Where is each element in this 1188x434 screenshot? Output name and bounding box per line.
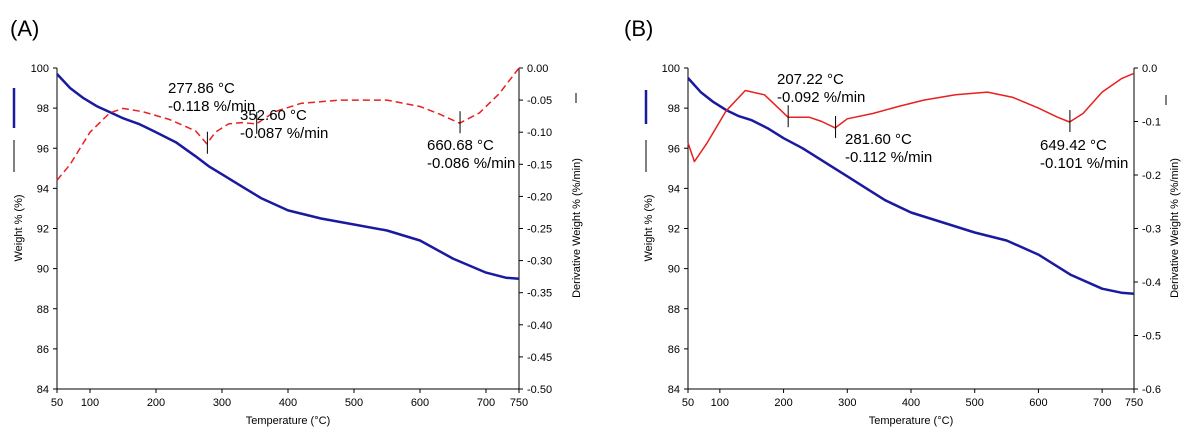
y2-axis-label: Derivative Weight % (%/min): [1169, 158, 1181, 298]
x-tick-label: 50: [51, 397, 63, 409]
y-tick-label: 94: [668, 183, 680, 195]
x-tick-label: 700: [1093, 397, 1111, 409]
chart-panel-a: (A) 50 100 200 300 400 500 600 700 750 84 86 88 90 92 9…: [10, 16, 583, 427]
peak-annotation-text: 207.22 °C: [777, 71, 844, 88]
x-tick-label: 300: [838, 397, 856, 409]
x-tick-label: 600: [411, 397, 429, 409]
y-tick-label: 88: [668, 304, 680, 316]
y2-tick-label: -0.4: [1142, 277, 1161, 289]
peak-annotation-text: 352.60 °C: [240, 107, 307, 124]
chart-panel-b: (B) 50 100 200 300 400 500 600 700 750 84 86 88 90 92 9…: [624, 16, 1181, 427]
x-tick-label: 600: [1029, 397, 1047, 409]
y2-tick-label: -0.50: [527, 384, 552, 396]
y-tick-label: 96: [668, 143, 680, 155]
x-tick-label: 200: [774, 397, 792, 409]
y-tick-label: 84: [37, 384, 49, 396]
x-tick-label: 100: [81, 397, 99, 409]
y-tick-label: 92: [37, 224, 49, 236]
y2-tick-label: -0.1: [1142, 117, 1161, 129]
peak-annotation-text: -0.092 %/min: [777, 89, 865, 106]
y-tick-label: 92: [668, 224, 680, 236]
y-tick-label: 98: [37, 103, 49, 115]
y-tick-label: 100: [662, 63, 680, 75]
x-tick-label: 400: [902, 397, 920, 409]
weight-curve: [687, 77, 1135, 295]
y-tick-label: 90: [668, 264, 680, 276]
y2-tick-label: -0.5: [1142, 331, 1161, 343]
y2-tick-label: -0.35: [527, 288, 552, 300]
y2-tick-label: -0.6: [1142, 384, 1161, 396]
peak-annotation-text: -0.118 %/min: [168, 98, 255, 115]
x-axis-label: Temperature (°C): [246, 415, 330, 427]
peak-annotation-text: -0.087 %/min: [240, 125, 328, 142]
y-tick-label: 96: [37, 143, 49, 155]
x-tick-label: 700: [477, 397, 495, 409]
y-tick-label: 86: [668, 344, 680, 356]
peak-annotation-text: 281.60 °C: [845, 131, 912, 148]
x-tick-label: 100: [711, 397, 729, 409]
y2-tick-label: -0.15: [527, 159, 552, 171]
y2-tick-label: -0.25: [527, 224, 552, 236]
x-tick-label: 750: [1125, 397, 1143, 409]
y2-tick-label: -0.10: [527, 127, 552, 139]
x-tick-label: 500: [966, 397, 984, 409]
panel-label: (B): [624, 16, 653, 41]
x-tick-label: 50: [682, 397, 694, 409]
weight-curve: [56, 73, 520, 280]
y2-tick-label: -0.3: [1142, 224, 1161, 236]
derivative-curve: [687, 72, 1135, 163]
y-tick-label: 86: [37, 344, 49, 356]
x-tick-label: 500: [345, 397, 363, 409]
panel-label: (A): [10, 16, 39, 41]
y2-tick-label: -0.2: [1142, 170, 1161, 182]
y-tick-label: 84: [668, 384, 680, 396]
derivative-curve: [56, 67, 520, 181]
y-axis-label: Weight % (%): [13, 194, 25, 261]
y-tick-label: 94: [37, 183, 49, 195]
x-tick-label: 300: [213, 397, 231, 409]
y2-tick-label: 0.00: [527, 63, 548, 75]
y-tick-label: 90: [37, 264, 49, 276]
y2-axis-label: Derivative Weight % (%/min): [571, 158, 583, 298]
y2-tick-label: -0.45: [527, 352, 552, 364]
peak-annotation-text: -0.086 %/min: [427, 155, 515, 172]
y-tick-label: 98: [668, 103, 680, 115]
y-tick-label: 88: [37, 304, 49, 316]
x-axis-label: Temperature (°C): [869, 415, 953, 427]
y2-tick-label: -0.40: [527, 320, 552, 332]
peak-annotation-text: 660.68 °C: [427, 137, 494, 154]
x-tick-label: 750: [510, 397, 528, 409]
peak-annotation-text: -0.101 %/min: [1040, 155, 1128, 172]
peak-annotation-text: -0.112 %/min: [845, 149, 932, 166]
x-tick-label: 400: [279, 397, 297, 409]
peak-annotation-text: 649.42 °C: [1040, 137, 1107, 154]
y2-tick-label: 0.0: [1142, 63, 1157, 75]
y2-tick-label: -0.05: [527, 95, 552, 107]
x-tick-label: 200: [147, 397, 165, 409]
y-axis-label: Weight % (%): [643, 194, 655, 261]
y2-tick-label: -0.30: [527, 256, 552, 268]
peak-annotation-text: 277.86 °C: [168, 80, 235, 97]
y-tick-label: 100: [31, 63, 49, 75]
y2-tick-label: -0.20: [527, 191, 552, 203]
